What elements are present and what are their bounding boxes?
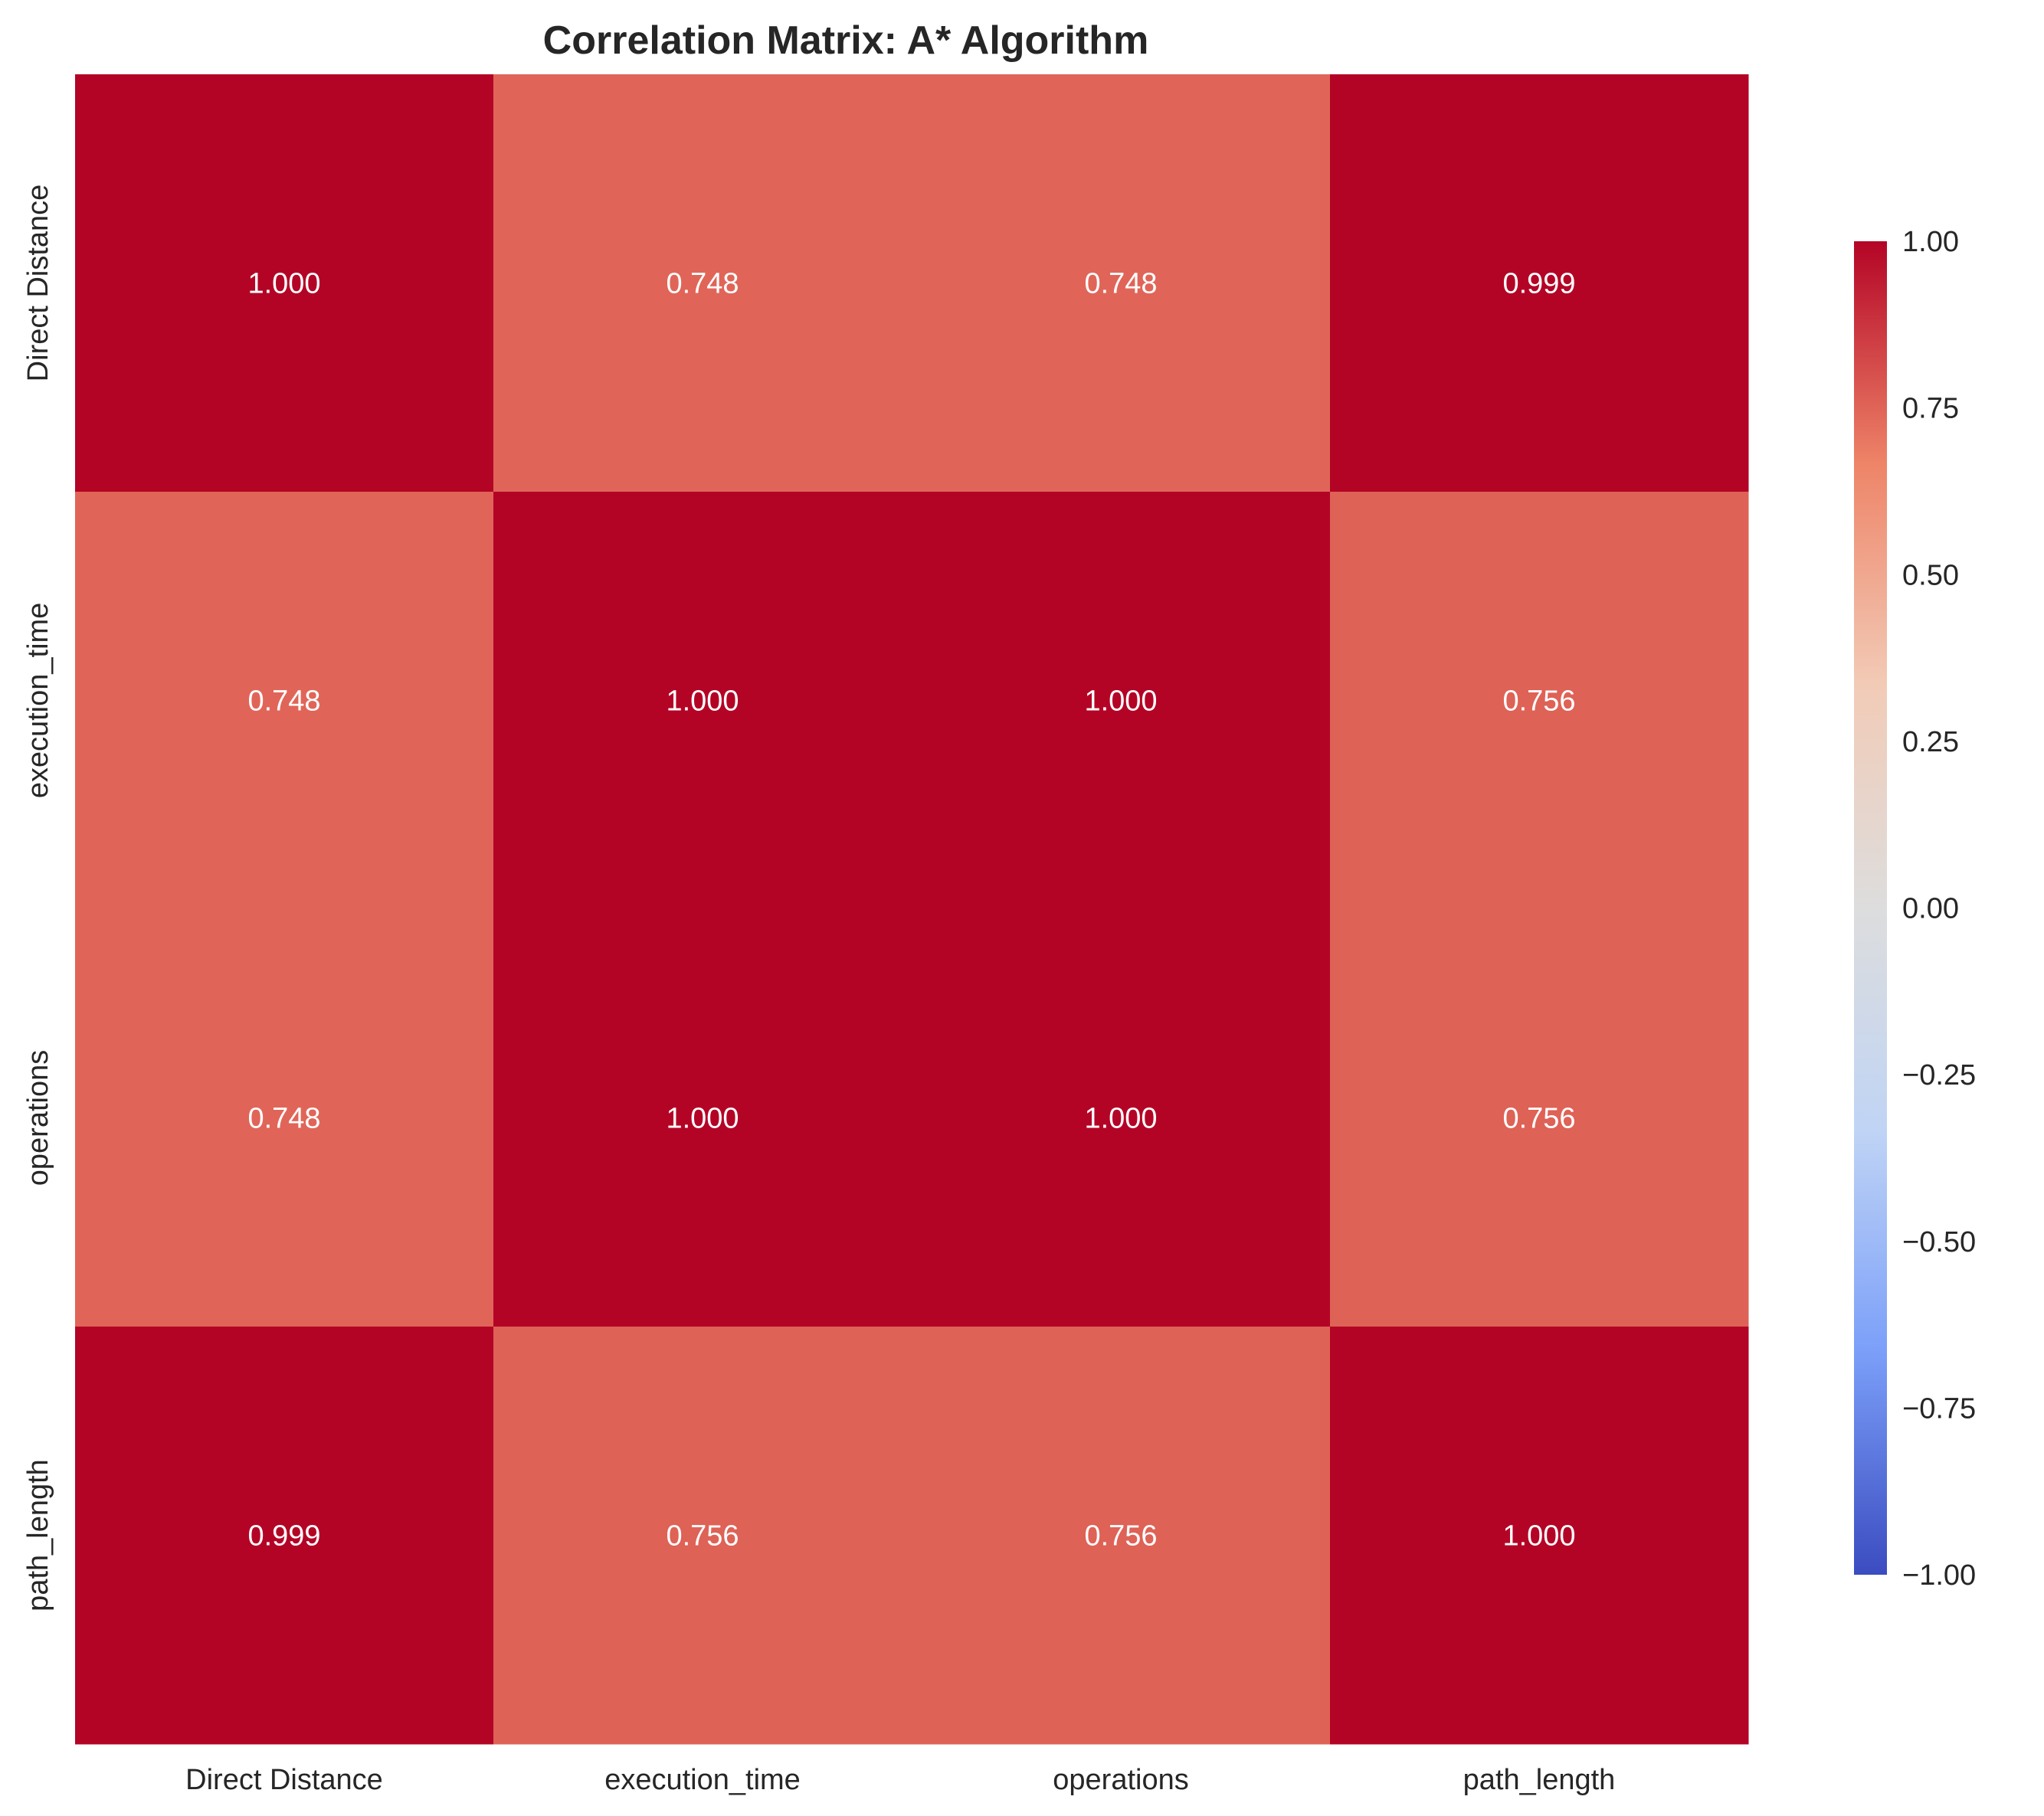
heatmap-cell	[1330, 909, 1749, 1327]
chart-title: Correlation Matrix: A* Algorithm	[543, 18, 1149, 63]
heatmap-cell-label: 0.748	[247, 1103, 320, 1135]
heatmap-cell-label: 1.000	[1502, 1520, 1575, 1553]
heatmap-cell-label: 1.000	[1084, 685, 1157, 718]
colorbar-tick-label: 0.25	[1902, 726, 1959, 758]
colorbar-gradient-bar	[1854, 241, 1887, 1575]
heatmap-cell	[493, 909, 912, 1327]
y-tick-label: Direct Distance	[22, 185, 54, 382]
x-tick-label: operations	[1053, 1764, 1188, 1796]
heatmap-cell-label: 0.999	[1502, 268, 1575, 300]
heatmap-cell	[912, 74, 1331, 492]
heatmap-cell-labels: 1.000 0.748 0.748 0.999 0.748 1.000 1.000 0.756…	[247, 268, 1575, 1553]
heatmap-cell-label: 1.000	[666, 1103, 739, 1135]
heatmap-cell-label: 1.000	[247, 268, 320, 300]
heatmap-cells	[75, 74, 1749, 1745]
heatmap-cell-label: 0.756	[1084, 1520, 1157, 1553]
colorbar-tick-labels: 1.00 0.75 0.50 0.25 0.00 −0.25 −0.50 −0.75 −1.00	[1902, 226, 1976, 1592]
heatmap-cell	[1330, 74, 1749, 492]
colorbar-tick-label: −0.75	[1902, 1392, 1976, 1425]
heatmap-cell	[75, 492, 494, 910]
heatmap-cell-label: 0.756	[1502, 685, 1575, 718]
heatmap-cell	[1330, 1327, 1749, 1745]
heatmap-cell	[75, 1327, 494, 1745]
colorbar-tick-label: −1.00	[1902, 1559, 1976, 1592]
heatmap-cell	[493, 74, 912, 492]
heatmap-cell	[912, 1327, 1331, 1745]
heatmap-cell	[75, 74, 494, 492]
heatmap-cell-label: 0.748	[666, 268, 739, 300]
colorbar-tick-label: −0.25	[1902, 1059, 1976, 1091]
y-tick-label: operations	[22, 1050, 54, 1186]
y-tick-label: path_length	[22, 1459, 54, 1611]
heatmap-cell-label: 1.000	[1084, 1103, 1157, 1135]
heatmap-cell-label: 0.756	[1502, 1103, 1575, 1135]
heatmap-cell	[1330, 492, 1749, 910]
heatmap-cell-label: 1.000	[666, 685, 739, 718]
y-axis-tick-labels: Direct Distance execution_time operations p…	[22, 185, 54, 1611]
heatmap-cell	[493, 492, 912, 910]
heatmap-cell	[912, 909, 1331, 1327]
heatmap-cell-label: 0.999	[247, 1520, 320, 1553]
colorbar	[1854, 241, 1887, 1575]
colorbar-tick-label: 0.00	[1902, 893, 1959, 925]
x-tick-label: execution_time	[604, 1764, 801, 1796]
colorbar-tick-label: 0.50	[1902, 559, 1959, 591]
heatmap-cell-label: 0.748	[247, 685, 320, 718]
colorbar-tick-label: 1.00	[1902, 226, 1959, 258]
heatmap-cell	[912, 492, 1331, 910]
heatmap-cell-label: 0.748	[1084, 268, 1157, 300]
colorbar-tick-label: 0.75	[1902, 393, 1959, 425]
heatmap-cell	[75, 909, 494, 1327]
heatmap-cell-label: 0.756	[666, 1520, 739, 1553]
x-tick-label: Direct Distance	[185, 1764, 383, 1796]
y-tick-label: execution_time	[22, 603, 54, 799]
colorbar-tick-label: −0.50	[1902, 1226, 1976, 1258]
heatmap-cell	[493, 1327, 912, 1745]
x-tick-label: path_length	[1463, 1764, 1616, 1796]
x-axis-tick-labels: Direct Distance execution_time operations p…	[185, 1764, 1615, 1796]
